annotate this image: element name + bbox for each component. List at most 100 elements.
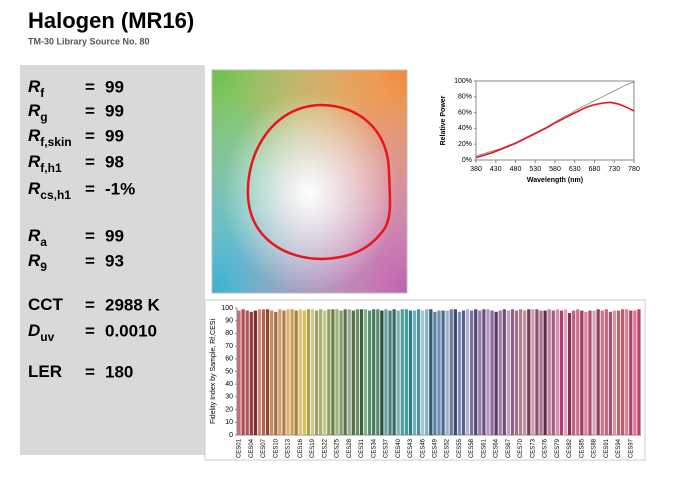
bar [290,309,294,435]
bar [367,310,372,435]
metric-sign: = [85,226,95,245]
bar [616,310,621,435]
bar [376,309,380,435]
bar [559,310,564,435]
metrics-panel [20,65,205,455]
bar [343,309,347,435]
bar [388,310,392,435]
bar [547,309,551,435]
metric-value: -1% [105,179,135,198]
bar [363,309,368,435]
bar [572,310,576,435]
x-tick-label: CES79 [555,438,561,458]
bar [543,310,547,435]
bar [563,309,568,435]
y-tick-label: 20 [225,406,233,413]
metric-subscript: 9 [40,260,47,274]
x-tick-label: CES97 [628,438,634,458]
metric-value: 99 [105,126,124,145]
title: Halogen (MR16) [28,8,194,33]
bar [461,310,466,435]
bar [274,311,278,435]
bar [282,310,286,435]
metric-subscript: f,h1 [40,161,62,175]
bar [531,309,535,435]
metrics: Rf = 99 Rg = 99 Rf,skin = 99 Rf,h1 = 98 Rcs,h1 = -1% Ra… [28,77,161,381]
bar [249,311,253,435]
y-tick-label: 100 [221,305,233,312]
x-tick-label: CES94 [616,438,622,458]
bar [294,310,298,435]
bar [347,309,351,435]
bar [478,310,482,435]
bar [608,311,613,435]
bar [580,310,584,435]
metric-sign: = [85,101,95,120]
bar [625,309,629,435]
bar [245,310,249,435]
bar [437,310,441,435]
metric-label: Rcs,h1 [28,179,71,202]
bar [372,309,376,435]
bar [241,309,245,435]
metric-sign: = [85,362,95,381]
bar [331,309,335,435]
x-tick-label: CES16 [298,438,304,458]
bar [323,310,327,435]
metric-label: R9 [28,251,47,274]
metric-symbol: R [28,226,41,245]
x-tick-label: 430 [490,166,502,173]
bar [441,310,445,435]
bar [600,310,604,435]
metric-sign: = [85,321,95,340]
metric-value: 2988 K [105,295,161,314]
metric-subscript: f [40,86,45,100]
bar [445,310,449,435]
x-axis-label: Wavelength (nm) [527,177,583,184]
bar [494,311,498,435]
metric-value: 98 [105,152,124,171]
bar [310,309,315,435]
metric-sign: = [85,179,95,198]
x-tick-label: CES28 [347,438,353,458]
bar [314,310,319,435]
bar [592,310,596,435]
bar [339,310,343,435]
bar [486,309,490,435]
bar [253,310,257,435]
x-tick-label: CES04 [249,438,255,458]
metric-symbol: D [28,321,40,340]
metric-label: CCT [28,295,64,314]
bar [612,310,617,435]
bar [453,309,457,435]
metric-sign: = [85,152,95,171]
bar [584,311,588,435]
metric-sign: = [85,251,95,270]
metric-sign: = [85,77,95,96]
x-tick-label: CES61 [481,438,487,458]
bar [286,309,290,435]
x-tick-label: 780 [628,166,640,173]
metric-symbol: LER [28,362,62,381]
bar [551,310,555,435]
y-tick-label: 30 [225,394,233,401]
x-tick-label: CES58 [469,438,475,458]
metric-subscript: g [40,110,47,124]
y-axis-label: Relative Power [440,95,447,145]
series-line [475,101,635,159]
bar [425,309,429,435]
metric-label: Rf [28,77,45,100]
bar [306,309,311,435]
metric-symbol: R [28,152,41,171]
bar [498,310,502,435]
metric-symbol: R [28,251,41,270]
bar [404,309,408,435]
bar [629,310,633,435]
color-vector-graphic [211,69,408,294]
x-tick-label: CES10 [273,438,279,458]
bar [384,309,388,435]
y-tick-label: 40 [225,381,233,388]
bar [319,309,323,435]
bar [637,309,641,435]
